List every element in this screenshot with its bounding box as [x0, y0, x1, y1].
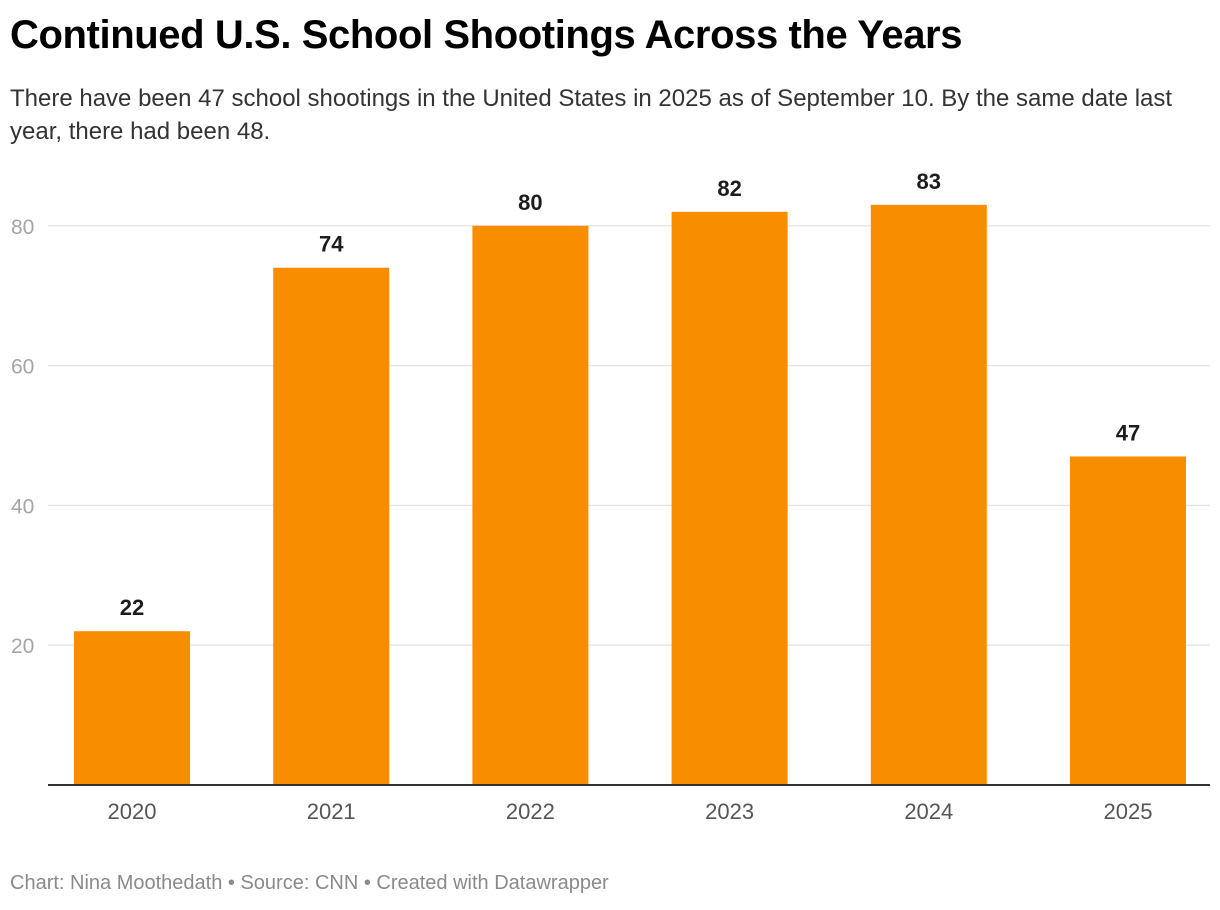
bar-chart: 20 40 60 80 22 2020 74 2021 80 2022 82 2023 83 2024 4… — [0, 160, 1220, 840]
x-tick-label-2021: 2021 — [307, 799, 356, 824]
x-tick-label-2024: 2024 — [904, 799, 953, 824]
value-label-2021: 74 — [319, 232, 344, 257]
bar-2021 — [273, 267, 390, 785]
x-tick-label-2025: 2025 — [1104, 799, 1153, 824]
x-tick-label-2023: 2023 — [705, 799, 754, 824]
y-tick-label-40: 40 — [11, 495, 34, 518]
gridlines: 20 40 60 80 — [11, 216, 1210, 658]
bar-2025 — [1070, 456, 1186, 785]
chart-credit: Chart: Nina Moothedath • Source: CNN • C… — [10, 872, 609, 894]
chart-subtitle: There have been 47 school shootings in t… — [10, 85, 1173, 145]
x-tick-label-2020: 2020 — [108, 799, 157, 824]
value-label-2022: 80 — [518, 190, 542, 215]
y-tick-label-60: 60 — [11, 356, 34, 379]
bar-2024 — [870, 204, 987, 785]
value-label-2023: 82 — [717, 176, 741, 201]
labels: 22 2020 74 2021 80 2022 82 2023 83 2024 47 2025 — [108, 169, 1153, 824]
bar-2022 — [472, 225, 589, 786]
value-label-2020: 22 — [120, 595, 144, 620]
y-tick-label-80: 80 — [11, 216, 34, 239]
value-label-2025: 47 — [1116, 420, 1140, 445]
chart-title: Continued U.S. School Shootings Across t… — [10, 13, 963, 57]
bar-chart-svg: 20 40 60 80 22 2020 74 2021 80 2022 82 2023 83 2024 4… — [11, 169, 1210, 824]
bars — [74, 204, 1186, 786]
bar-2023 — [671, 211, 788, 785]
y-tick-label-20: 20 — [11, 635, 34, 658]
x-tick-label-2022: 2022 — [506, 799, 555, 824]
value-label-2024: 83 — [917, 169, 941, 194]
bar-2020 — [74, 631, 190, 785]
